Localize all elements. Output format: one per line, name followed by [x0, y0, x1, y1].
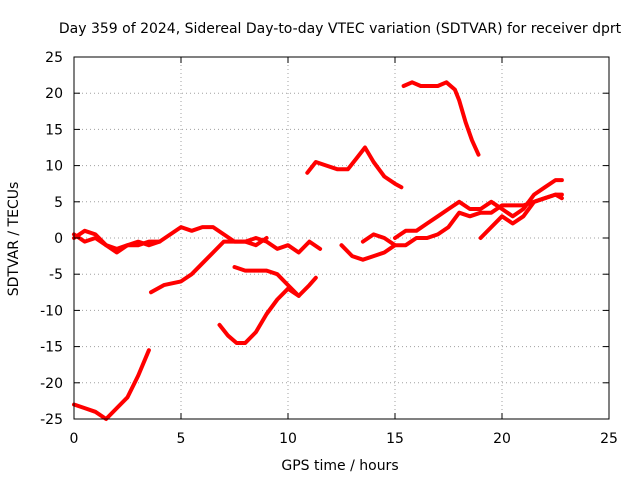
series-line-arc-5 — [217, 275, 318, 345]
y-tick-label: -5 — [49, 267, 63, 283]
y-axis-label: SDTVAR / TECUs — [6, 182, 22, 297]
grid — [74, 57, 609, 419]
y-tick-label: -15 — [40, 340, 63, 356]
series-line-arc-4 — [149, 236, 323, 295]
x-tick-label: 25 — [600, 431, 618, 447]
series-line-arc-8 — [339, 243, 397, 262]
y-tick-label: -20 — [40, 376, 63, 392]
chart-title: Day 359 of 2024, Sidereal Day-to-day VTE… — [59, 21, 622, 37]
x-tick-label: 20 — [493, 431, 511, 447]
x-tick-label: 0 — [70, 431, 79, 447]
y-tick-label: 5 — [54, 195, 63, 211]
series-line-arc-6 — [232, 265, 301, 298]
y-tick-label: 0 — [54, 231, 63, 247]
series-line-arc-2 — [72, 232, 162, 251]
y-tick-label: 25 — [45, 50, 63, 66]
y-tick-label: -10 — [40, 303, 63, 319]
x-tick-label: 10 — [279, 431, 297, 447]
y-tick-label: -25 — [40, 412, 63, 428]
x-axis-label: GPS time / hours — [281, 458, 398, 474]
data-series — [72, 80, 564, 421]
axis-ticks — [73, 56, 610, 420]
series-line-arc-11 — [478, 192, 564, 240]
x-tick-labels: 0 5 10 15 20 25 — [70, 431, 618, 447]
series-line-arc-7 — [305, 145, 404, 190]
x-tick-label: 15 — [386, 431, 404, 447]
y-tick-labels: 25 20 15 10 5 0 -5 -10 -15 -20 -25 — [40, 50, 63, 428]
series-line-arc-12 — [401, 80, 481, 157]
series-line-arc-3 — [72, 348, 151, 421]
y-tick-label: 20 — [45, 86, 63, 102]
series-line-arc-10 — [393, 178, 564, 240]
y-tick-label: 10 — [45, 159, 63, 175]
y-tick-label: 15 — [45, 122, 63, 138]
x-tick-label: 5 — [177, 431, 186, 447]
